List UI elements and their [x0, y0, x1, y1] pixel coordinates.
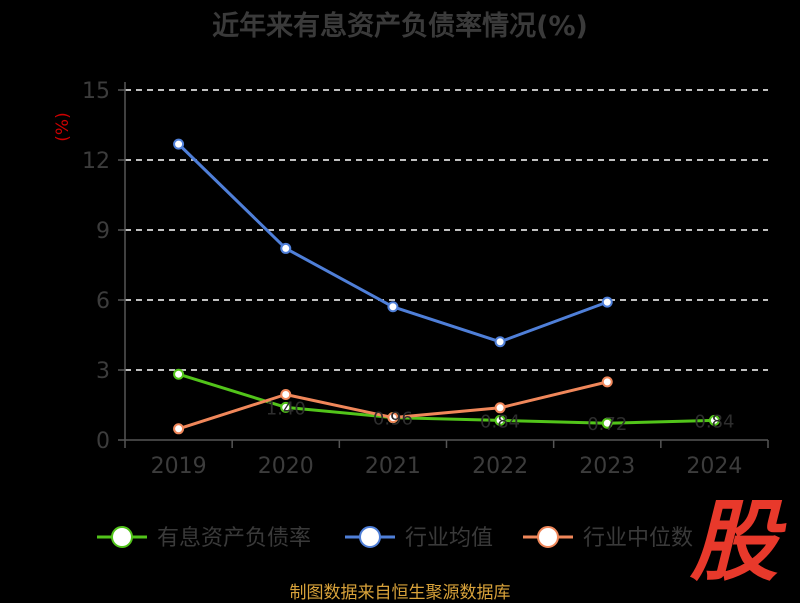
y-tick-label: 15: [82, 79, 110, 104]
x-tick-label: 2022: [472, 454, 528, 479]
x-tick-label: 2021: [365, 454, 421, 479]
legend-marker: [359, 526, 381, 548]
grid-lines: [125, 89, 768, 371]
watermark-logo: 股: [690, 490, 779, 593]
chart-title: 近年来有息资产负债率情况(%): [212, 11, 588, 42]
legend-label: 有息资产负债率: [157, 526, 311, 551]
data-point: [494, 414, 506, 426]
legend-label: 行业均值: [405, 526, 493, 551]
data-source-note: 制图数据来自恒生聚源数据库: [289, 583, 511, 603]
data-point: [173, 368, 185, 380]
series-line: [178, 372, 715, 425]
data-labels: 1.40 0.96 0.84 0.72 0.84: [266, 398, 735, 435]
data-point: [601, 376, 613, 388]
legend: 有息资产负债率 行业均值 行业中位数: [97, 526, 693, 551]
y-tick-label: 0: [96, 429, 110, 454]
data-label: 0.96: [373, 409, 413, 430]
y-tick-label: 9: [96, 219, 110, 244]
y-tick-label: 3: [96, 359, 110, 384]
data-point: [280, 389, 292, 400]
y-tick-label: 6: [96, 289, 110, 314]
x-tick-label: 2024: [686, 454, 742, 479]
data-point: [280, 242, 292, 254]
x-tick-label: 2020: [258, 454, 314, 479]
data-point: [387, 301, 399, 313]
series-lines: [173, 138, 720, 435]
data-point: [494, 402, 506, 414]
data-point: [708, 414, 720, 426]
legend-marker: [537, 526, 559, 548]
y-axis-label: (%): [53, 112, 73, 141]
legend-label: 行业中位数: [583, 526, 693, 551]
data-label: 0.72: [587, 414, 627, 435]
y-tick-label: 12: [82, 149, 110, 174]
data-label: 0.84: [694, 411, 734, 432]
data-point: [173, 423, 185, 435]
data-label: 0.84: [480, 411, 520, 432]
x-tick-label: 2019: [151, 454, 207, 479]
data-point: [173, 138, 185, 150]
x-tick-label: 2023: [579, 454, 635, 479]
data-point: [494, 336, 506, 348]
data-label: 1.40: [266, 398, 306, 419]
data-point: [601, 296, 613, 308]
axes: 0 3 6 9 12 15 2019 2020 2021 2022 2023 2024 (%): [53, 79, 769, 479]
data-point: [387, 412, 399, 424]
data-point: [601, 417, 613, 429]
data-point: [280, 401, 292, 413]
legend-marker: [111, 526, 133, 548]
